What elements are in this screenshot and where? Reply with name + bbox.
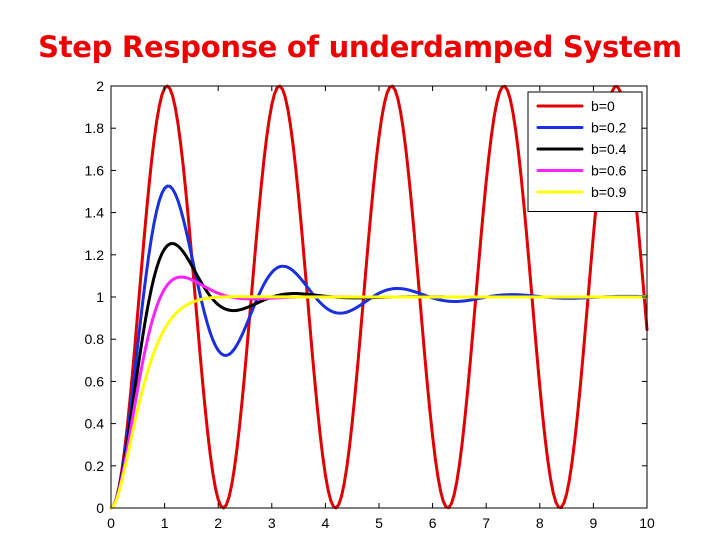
y-tick-label: 2 — [96, 78, 104, 94]
y-tick-label: 1.8 — [85, 120, 105, 136]
legend-label: b=0.4 — [591, 141, 627, 157]
x-tick-label: 4 — [322, 515, 330, 531]
legend: b=0 b=0.2 b=0.4 b=0.6 b=0.9 — [527, 91, 643, 212]
legend-label: b=0 — [591, 98, 615, 114]
x-tick-label: 7 — [482, 515, 490, 531]
y-tick-label: 0 — [96, 500, 104, 516]
chart-title: Step Response of underdamped System — [38, 30, 682, 64]
y-tick-label: 0.4 — [85, 416, 105, 432]
series-line-0 — [109, 84, 649, 510]
y-tick-label: 1.6 — [85, 162, 105, 178]
y-tick-label: 1.2 — [85, 247, 105, 263]
y-tick-label: 1 — [96, 289, 104, 305]
legend-label: b=0.6 — [591, 163, 627, 179]
x-tick-label: 9 — [590, 515, 598, 531]
tick-layer: 0 1 2 3 4 5 6 7 8 9 10 0 0.2 0.4 0.6 0.8 1 1.2 1.4 1.6 1.8 2 — [85, 78, 655, 531]
y-tick-label: 0.2 — [85, 458, 105, 474]
series-line-4 — [109, 295, 649, 510]
x-tick-label: 1 — [161, 515, 169, 531]
series-layer — [109, 84, 649, 510]
x-tick-label: 3 — [268, 515, 276, 531]
y-tick-label: 0.6 — [85, 373, 105, 389]
legend-label: b=0.9 — [591, 184, 627, 200]
y-tick-label: 1.4 — [85, 205, 105, 221]
x-tick-label: 6 — [429, 515, 437, 531]
y-tick-label: 0.8 — [85, 331, 105, 347]
x-tick-label: 8 — [536, 515, 544, 531]
x-tick-label: 2 — [214, 515, 222, 531]
x-tick-label: 5 — [375, 515, 383, 531]
legend-label: b=0.2 — [591, 120, 627, 136]
x-tick-label: 10 — [639, 515, 655, 531]
x-tick-label: 0 — [107, 515, 115, 531]
